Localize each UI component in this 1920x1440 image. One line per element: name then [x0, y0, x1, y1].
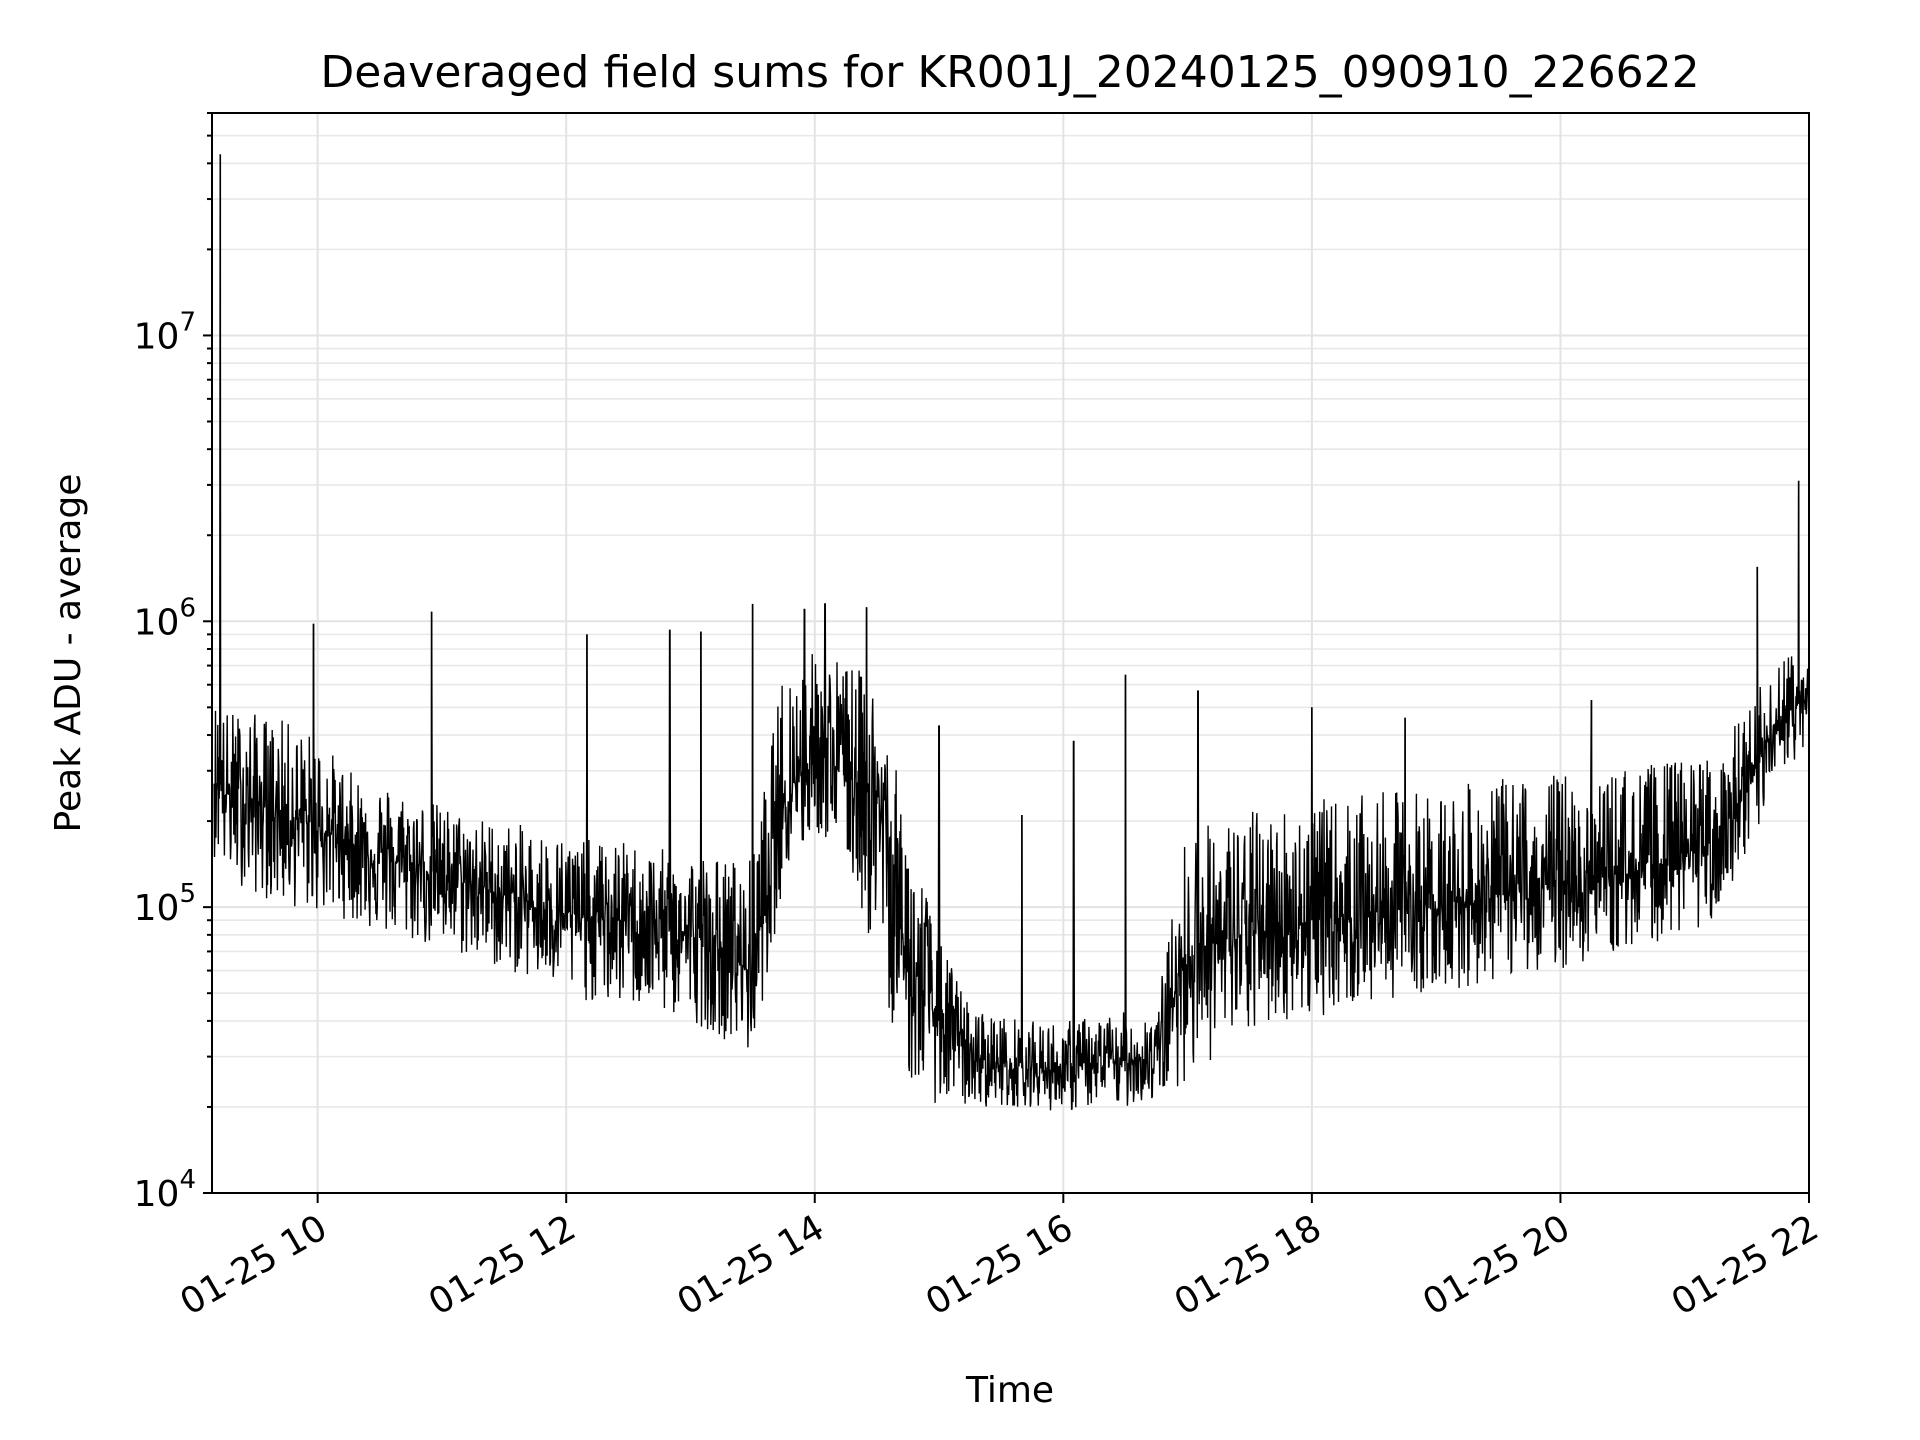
- y-tick-label: 105: [134, 879, 196, 929]
- series-line: [213, 154, 1810, 1111]
- y-tick-label: 104: [134, 1165, 196, 1215]
- grid: [212, 112, 1810, 1194]
- plot-frame: [211, 112, 1810, 1194]
- chart-title: Deaveraged field sums for KR001J_2024012…: [320, 47, 1699, 98]
- y-axis-ticks: 104 105 106 107: [134, 112, 212, 1215]
- y-axis-label: Peak ADU - average: [48, 474, 89, 833]
- y-tick-label: 106: [134, 593, 196, 643]
- data-series: [213, 154, 1810, 1111]
- x-axis-label: Time: [965, 1370, 1054, 1411]
- y-tick-label: 107: [134, 307, 196, 357]
